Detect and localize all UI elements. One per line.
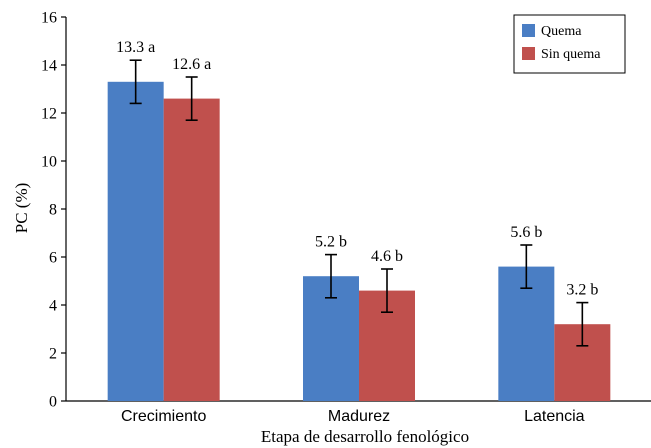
y-tick-label: 2 <box>49 346 57 363</box>
y-axis-title: PC (%) <box>12 183 31 234</box>
y-tick-label: 0 <box>49 394 57 411</box>
y-tick-label: 14 <box>41 58 57 75</box>
x-category-label: Latencia <box>524 408 585 425</box>
legend-swatch <box>522 24 535 37</box>
bar <box>107 81 164 402</box>
legend-label: Sin quema <box>541 47 601 62</box>
y-tick-label: 16 <box>41 10 57 27</box>
legend: Quema Sin quema <box>513 14 626 74</box>
x-axis-title: Etapa de desarrollo fenológico <box>261 427 469 446</box>
y-tick-label: 4 <box>49 298 57 315</box>
data-label: 12.6 a <box>172 56 211 73</box>
bar <box>163 98 220 401</box>
x-axis: Crecimiento Madurez Latencia <box>66 400 651 425</box>
data-label: 13.3 a <box>116 39 155 56</box>
data-label: 3.2 b <box>566 282 598 299</box>
y-tick-label: 10 <box>41 154 57 171</box>
legend-swatch <box>522 47 535 60</box>
data-label: 5.2 b <box>315 234 347 251</box>
y-tick-label: 8 <box>49 202 57 219</box>
y-tick-label: 12 <box>41 106 57 123</box>
data-label: 5.6 b <box>510 224 542 241</box>
legend-label: Quema <box>541 24 582 39</box>
x-category-label: Crecimiento <box>121 408 206 425</box>
bars-group: 13.3 a 12.6 a 5.2 b 4.6 b 5.6 b 3.2 b <box>107 39 611 402</box>
y-axis: 0 2 4 6 8 10 12 14 16 <box>41 10 67 411</box>
x-category-label: Madurez <box>328 408 390 425</box>
y-tick-label: 6 <box>49 250 57 267</box>
data-label: 4.6 b <box>371 248 403 265</box>
